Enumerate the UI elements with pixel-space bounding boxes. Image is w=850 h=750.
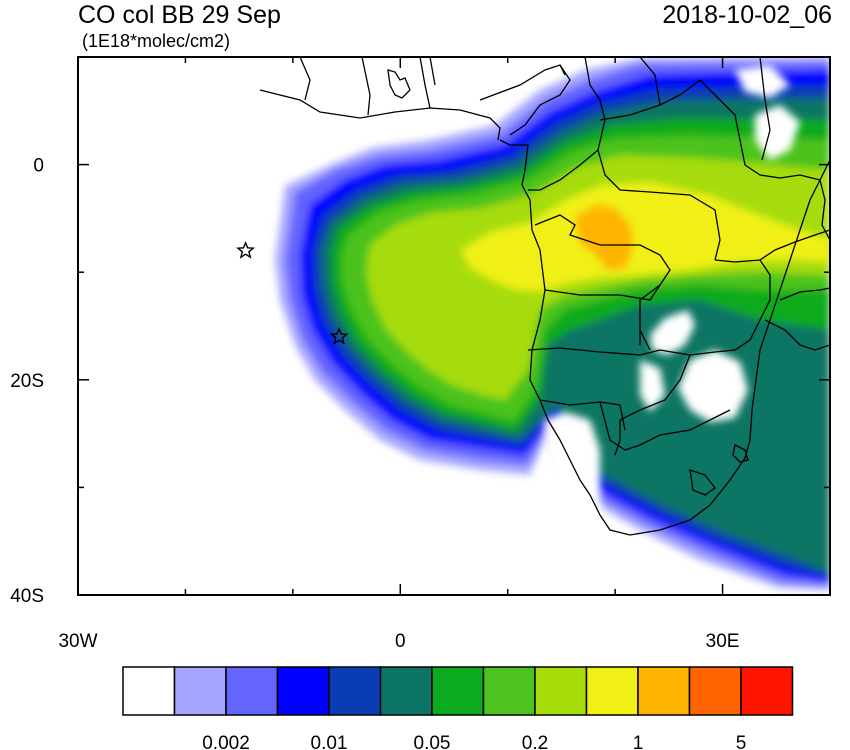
colorbar-box-4 [328,666,382,716]
y-axis-labels: 0 20S 40S [10,156,44,607]
colorbar-label-5: 5 [736,733,747,750]
colorbar-label-0002: 0.002 [202,733,250,750]
datetime-label: 2018-10-02_06 [662,1,832,29]
lon-label-30e: 30E [706,631,740,652]
colorbar-box-10 [637,666,691,716]
lat-label-0: 0 [33,156,44,177]
colorbar-box-2 [225,666,279,716]
station-markers [236,240,349,345]
colorbar-box-7 [482,666,536,716]
map-frame [77,56,831,596]
x-axis-labels: 30W 0 30E [58,631,739,652]
axis-ticks [77,56,831,596]
country-boundaries [259,57,830,536]
colorbar-box-3 [276,666,330,716]
co-plume [275,57,830,590]
colorbar-label-1: 1 [633,733,644,750]
map-title: CO col BB 29 Sep [78,1,281,29]
colorbar-labels: 0.002 0.01 0.05 0.2 1 5 [202,733,746,750]
colorbar [122,666,794,716]
lat-label-40s: 40S [10,586,44,607]
colorbar-box-11 [688,666,742,716]
colorbar-box-12 [740,666,794,716]
colorbar-box-0 [122,666,176,716]
star-marker-2 [329,326,349,345]
colorbar-box-1 [173,666,227,716]
colorbar-label-005: 0.05 [414,733,451,750]
lon-label-30w: 30W [58,631,97,652]
colorbar-box-6 [431,666,485,716]
units-label: (1E18*molec/cm2) [82,31,231,51]
lon-label-0: 0 [395,631,406,652]
colorbar-box-8 [534,666,588,716]
colorbar-box-5 [379,666,433,716]
colorbar-label-02: 0.2 [522,733,548,750]
star-marker-1 [236,240,255,259]
lat-label-20s: 20S [10,371,44,392]
colorbar-box-9 [585,666,639,716]
colorbar-label-001: 0.01 [311,733,348,750]
